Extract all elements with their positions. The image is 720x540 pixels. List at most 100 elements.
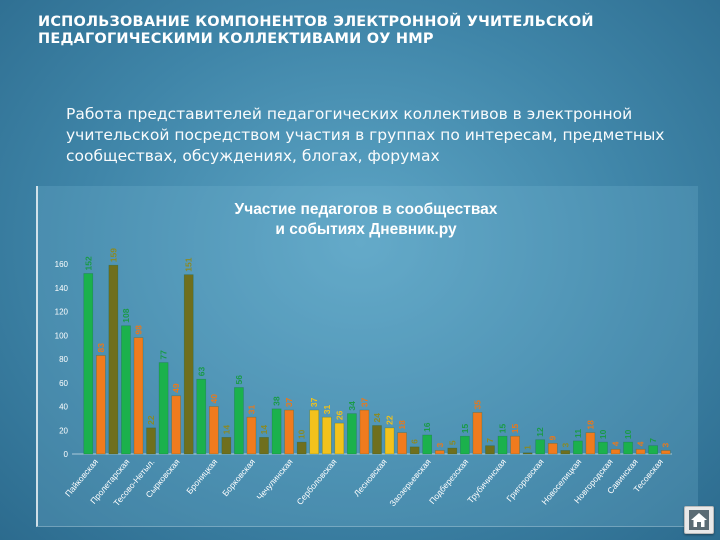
bar [171,395,181,455]
bar [623,441,633,455]
bar [221,437,232,455]
bar [447,447,458,455]
home-icon [689,510,709,530]
category-label: Броницкая [184,457,219,496]
bar-data-label: 3 [560,442,570,447]
bar [208,406,219,455]
bar-data-label: 10 [623,429,633,439]
bar-data-label: 9 [548,435,558,440]
bar-data-label: 15 [460,423,470,433]
bar-data-label: 37 [359,397,369,407]
bar-data-label: 22 [385,415,395,425]
bar [271,408,282,455]
bar-data-label: 159 [108,248,118,262]
bar-data-label: 4 [636,441,646,446]
bar [635,448,646,455]
bar [259,437,269,455]
bar [460,435,470,455]
bar [384,427,395,455]
bar [573,440,583,455]
bar-data-label: 6 [410,439,420,444]
bar [321,416,332,455]
category-label: Подберезская [427,457,471,506]
bar-data-label: 11 [573,429,583,438]
bar [347,413,357,455]
bar-data-label: 24 [372,413,382,423]
bar [535,439,546,455]
bar [560,450,571,455]
bar-data-label: 49 [171,383,181,393]
bar [359,409,370,455]
bar [284,409,294,455]
bar-data-label: 22 [146,415,156,425]
bar-data-label: 35 [472,400,482,410]
y-tick-label: 80 [59,355,68,364]
bar [83,273,94,455]
bar [121,325,131,455]
y-tick-label: 40 [59,403,68,412]
y-tick-label: 140 [55,284,69,293]
bar-data-label: 152 [83,256,93,270]
bar-data-label: 26 [334,410,344,420]
y-tick-label: 120 [55,308,69,317]
bar-data-label: 40 [209,394,219,404]
bar-data-label: 38 [272,396,282,406]
bar-data-label: 16 [422,422,432,432]
bar-data-label: 108 [121,308,131,322]
y-tick-label: 60 [59,379,68,388]
bar-data-label: 151 [184,257,194,271]
category-label: Чечулинская [255,457,295,502]
bar-data-label: 18 [397,420,407,430]
bar-data-label: 7 [485,438,495,443]
bar [372,425,382,455]
bar [648,445,658,455]
bar-data-label: 34 [347,401,357,411]
bar-data-label: 3 [435,442,445,447]
bar-data-label: 56 [234,375,244,385]
bar-data-label: 14 [221,425,231,435]
y-tick-label: 0 [64,450,69,459]
category-label: Заозерьевская [387,457,433,509]
bar-data-label: 37 [309,397,319,407]
bar-data-label: 5 [447,440,457,445]
bar-data-label: 15 [498,423,508,433]
y-tick-label: 160 [55,260,69,269]
bar [296,441,307,455]
page-title: ИСПОЛЬЗОВАНИЕ КОМПОНЕНТОВ ЭЛЕКТРОННОЙ УЧ… [38,14,698,48]
bar [158,362,169,455]
bar [183,274,194,455]
bar-data-label: 1 [523,445,533,450]
category-label: Трубичинская [465,457,508,506]
bar [234,387,244,455]
bar-data-label: 83 [96,343,106,353]
home-button[interactable] [684,506,714,534]
bar-data-label: 77 [159,350,169,360]
page-title-line1: ИСПОЛЬЗОВАНИЕ КОМПОНЕНТОВ ЭЛЕКТРОННОЙ УЧ… [38,14,594,30]
y-tick-label: 100 [55,331,69,340]
category-label: Григоровская [504,457,546,504]
bar [585,432,596,455]
bar [397,432,407,455]
bar [246,416,257,455]
bar [660,450,671,455]
bar [485,445,495,455]
bar [196,378,207,455]
bar [133,337,144,455]
bar-data-label: 63 [196,366,206,376]
bar [598,441,608,455]
bar [409,446,420,455]
bar [334,422,345,455]
bar-data-label: 14 [259,425,269,435]
y-tick-label: 20 [59,426,68,435]
bar-data-label: 37 [284,397,294,407]
bar-data-label: 4 [611,441,621,446]
bar [434,450,445,455]
bar [472,412,483,455]
bar [497,435,508,455]
chart-title: Участие педагогов в сообществах и событи… [36,200,696,240]
category-label: Борковская [220,457,257,499]
bar [522,452,533,455]
chart-title-line1: Участие педагогов в сообществах [234,201,498,218]
bar-data-label: 31 [322,404,332,414]
